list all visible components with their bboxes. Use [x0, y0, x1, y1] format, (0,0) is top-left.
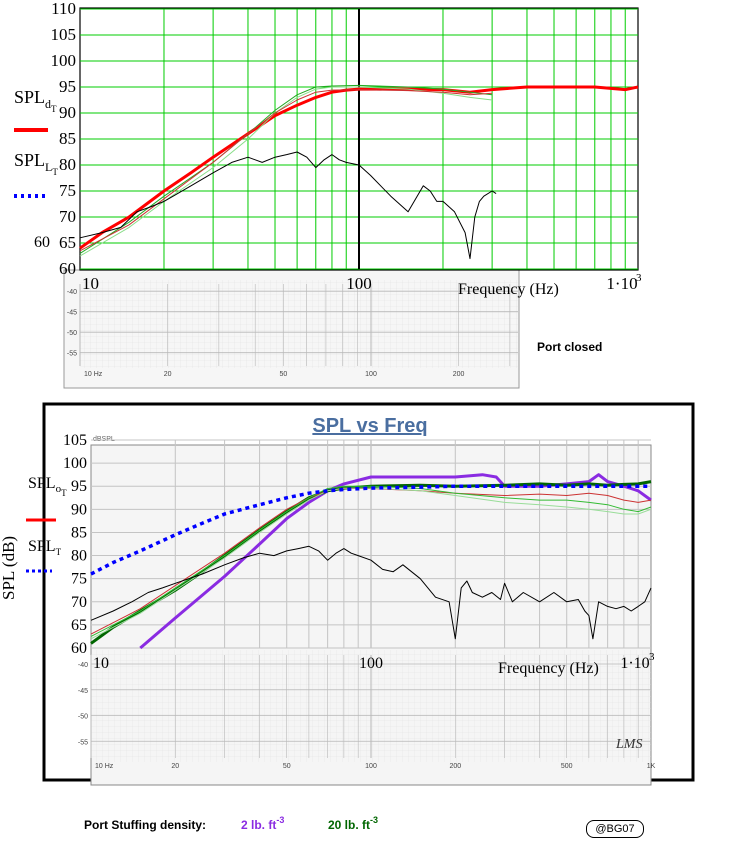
y-tick-label: 105 [63, 432, 87, 449]
lms-y-tick-label: -55 [78, 739, 88, 746]
lms-y-tick-label: -45 [67, 310, 77, 317]
lms-y-tick-label: -50 [78, 714, 88, 721]
series-line-sim-light-green [79, 86, 493, 257]
series-line-blue-dotted [90, 484, 651, 576]
x-tick-label-1000-exp: 3 [649, 651, 655, 663]
lms-x-tick-label: 10 Hz [95, 763, 114, 770]
series-line-purple-2-lb [139, 473, 652, 650]
y-tick-label: 110 [51, 0, 76, 18]
x-tick-label: 100 [359, 655, 383, 672]
lms-x-tick-label: 500 [561, 763, 573, 770]
y-tick-label: 70 [71, 594, 87, 611]
top-legend-spl-1: SPL [14, 87, 45, 107]
bottom-plot-area: 60 65 70 75 80 85 90 95 100 105 10 100 1·10 3 Frequen… [63, 432, 655, 677]
svg-text:SPLdT: SPLdT [14, 87, 57, 114]
top-extra-ylabel: 60 [34, 234, 50, 251]
y-tick-label: 100 [51, 51, 77, 70]
y-tick-label: 75 [71, 571, 87, 588]
lms-x-tick-label: 1K [647, 763, 656, 770]
footer-option-2lb-text: 2 lb. ft [241, 818, 277, 832]
y-tick-label: 105 [51, 25, 77, 44]
y-tick-label: 80 [71, 548, 87, 565]
series-line-sim-red-thin [79, 89, 493, 252]
lms-watermark: LMS [615, 737, 642, 752]
x-tick-label-1000-exp: 3 [636, 272, 642, 284]
y-tick-label: 60 [59, 259, 76, 278]
y-tick-label: 65 [59, 233, 76, 252]
lms-x-tick-label: 50 [280, 371, 288, 378]
top-plot-area: 60 65 70 75 80 85 90 95 100 105 110 10 100 1·103 Freq… [51, 0, 643, 298]
y-tick-label: 90 [71, 501, 87, 518]
top-legend-sub-1: d [45, 97, 51, 111]
bottom-title: SPL vs Freq [312, 415, 427, 437]
svg-text:SPLoT: SPLoT [28, 475, 67, 498]
footer-label: Port Stuffing density: [84, 818, 206, 832]
y-tick-label: 100 [63, 455, 87, 472]
x-tick-label: 10 [93, 655, 109, 672]
lms-x-tick-label: 20 [171, 763, 179, 770]
bottom-legend: SPL (dB) SPLoT SPLT [0, 475, 67, 600]
lms-x-tick-label: 50 [283, 763, 291, 770]
svg-text:SPLLT: SPLLT [14, 150, 58, 177]
bot-legend-subsub-2: T [56, 547, 62, 557]
top-legend-spl-2: SPL [14, 150, 45, 170]
x-tick-label: 100 [346, 274, 372, 293]
x-tick-label: 10 [82, 274, 99, 293]
y-tick-label: 80 [59, 155, 76, 174]
y-tick-label: 85 [71, 524, 87, 541]
y-tick-label: 95 [59, 77, 76, 96]
series-line-spl-d_t [79, 85, 639, 250]
bot-legend-spl-2: SPL [28, 538, 56, 555]
top-legend-subsub-1: T [51, 104, 57, 114]
y-tick-label: 60 [71, 640, 87, 657]
footer-option-2lb: 2 lb. ft-3 [241, 815, 285, 832]
x-axis-label: Frequency (Hz) [498, 660, 599, 677]
lms-y-tick-label: -40 [67, 289, 77, 296]
series-line-light-green-thin [90, 487, 652, 640]
y-tick-label: 90 [59, 103, 76, 122]
bot-legend-sub-1: o [56, 483, 62, 495]
lms-x-tick-label: 100 [365, 371, 377, 378]
x-axis-label: Frequency (Hz) [458, 281, 559, 298]
footer-option-20lb-exp: -3 [370, 815, 379, 825]
bot-legend-spl-1: SPL [28, 475, 56, 492]
y-tick-label: 95 [71, 478, 87, 495]
port-closed-label: Port closed [537, 340, 602, 354]
top-lms-panel: -40 -45 -50 -55 10 Hz 20 50 100 200 Port closed [63, 269, 602, 389]
lms-x-tick-label: 20 [164, 371, 172, 378]
lms-y-tick-label: -50 [67, 330, 77, 337]
bot-legend-subsub-1: T [61, 488, 67, 498]
lms-x-tick-label: 200 [449, 763, 461, 770]
footer-option-20lb: 20 lb. ft-3 [328, 815, 379, 832]
footer-option-2lb-exp: -3 [276, 815, 285, 825]
bottom-frame: -40 -45 -50 -55 10 Hz 20 50 100 200 500 1K SPL vs … [42, 402, 695, 786]
y-tick-label: 75 [59, 181, 76, 200]
footer-option-20lb-text: 20 lb. ft [328, 818, 371, 832]
x-tick-label-1000: 1·10 [620, 655, 649, 672]
lms-y-tick-label: -45 [78, 688, 88, 695]
top-legend: SPLdT SPLLT 60 [14, 87, 58, 251]
y-tick-label: 70 [59, 207, 76, 226]
lms-x-tick-label: 100 [365, 763, 377, 770]
bottom-ylabel: SPL (dB) [0, 536, 18, 600]
series-line-measured-black [79, 151, 497, 260]
series-line-measured-black [90, 545, 652, 640]
top-legend-subsub-2: T [52, 167, 58, 177]
lms-x-tick-label: 200 [453, 371, 465, 378]
x-tick-label-1000: 1·10 [606, 274, 637, 293]
y-tick-label: 65 [71, 617, 87, 634]
lms-y-tick-label: -40 [78, 662, 88, 669]
lms-y-tick-label: -55 [67, 351, 77, 358]
copyright-stamp: @BG07 [586, 820, 644, 838]
series-line-sim-green [79, 84, 493, 254]
y-tick-label: 85 [59, 129, 76, 148]
top-legend-sub-2: L [45, 160, 52, 174]
svg-text:SPLT: SPLT [28, 538, 62, 557]
lms-x-tick-label: 10 Hz [84, 371, 103, 378]
